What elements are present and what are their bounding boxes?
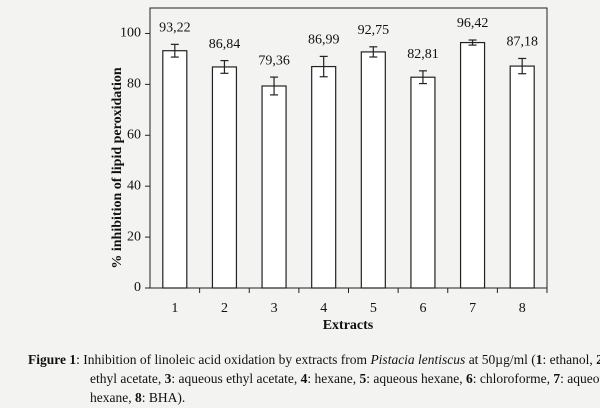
x-axis-title: Extracts: [323, 318, 374, 333]
caption-part: 8: [134, 390, 142, 405]
caption-part: 7: [553, 371, 561, 386]
caption-part: : Inhibition of linoleic acid oxidation …: [76, 352, 371, 367]
bar: [360, 51, 386, 289]
value-label: 87,18: [506, 35, 538, 50]
y-axis-title: % inhibition of lipid peroxidation: [110, 67, 125, 268]
caption-part: 6: [466, 371, 473, 386]
caption-part: : aqueous hexane,: [366, 371, 466, 386]
value-label: 82,81: [407, 47, 439, 62]
caption-part: : aqueous hexane,: [90, 371, 600, 405]
bar: [509, 65, 535, 289]
value-label: 96,42: [457, 16, 489, 31]
y-tick-label: 0: [134, 280, 141, 295]
caption-part: : ethyl acetate,: [90, 371, 162, 386]
bar: [459, 41, 486, 289]
y-tick-label: 60: [127, 127, 141, 142]
bar: [261, 85, 287, 289]
caption-part: : aqueous ethyl acetate,: [171, 371, 301, 386]
x-tick-label: 6: [419, 301, 426, 316]
caption: Figure 1: Inhibition of linoleic acid ox…: [28, 350, 600, 407]
y-tick-label: 40: [127, 178, 141, 193]
caption-part: 4: [300, 371, 308, 386]
x-tick-label: 3: [271, 301, 278, 316]
caption-part: : hexane,: [307, 371, 360, 386]
y-tick-label: 100: [120, 26, 141, 41]
caption-part: Pistacia lentiscus: [370, 352, 466, 367]
value-label: 86,84: [209, 37, 241, 52]
caption-part: 5: [359, 371, 367, 386]
x-tick-label: 5: [370, 301, 377, 316]
caption-part: 3: [164, 371, 172, 386]
x-tick-label: 4: [320, 301, 327, 316]
caption-part: : BHA).: [141, 390, 186, 405]
x-tick-label: 1: [171, 301, 178, 316]
caption-part: : chloroforme,: [472, 371, 554, 386]
x-tick-label: 2: [221, 301, 228, 316]
value-label: 79,36: [258, 53, 290, 68]
caption-part: : ethanol,: [542, 352, 597, 367]
bar: [162, 50, 188, 289]
y-tick-label: 20: [127, 229, 141, 244]
x-tick-label: 7: [469, 301, 476, 316]
value-label: 92,75: [358, 23, 390, 38]
bar: [311, 65, 337, 289]
bar: [410, 76, 436, 289]
y-tick-label: 80: [127, 77, 141, 92]
value-label: 86,99: [308, 33, 340, 48]
chart: % inhibition of lipid peroxidation Extra…: [110, 7, 548, 333]
caption-part: 2: [596, 352, 600, 367]
x-tick-label: 8: [519, 301, 526, 316]
caption-part: Figure 1: [28, 352, 77, 367]
caption-part: 1: [535, 352, 543, 367]
caption-part: at 50µg/ml (: [465, 352, 536, 367]
value-label: 93,22: [159, 21, 191, 36]
bar: [211, 66, 238, 289]
